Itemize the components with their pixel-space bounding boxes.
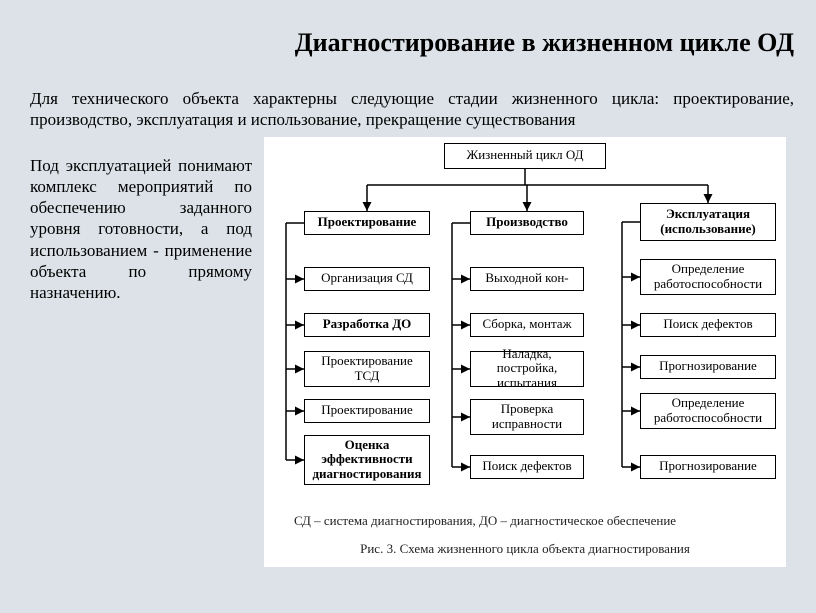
lifecycle-diagram: СД – система диагностирования, ДО – диаг… [264,137,786,567]
diagram-node-d1: Определение работоспособности [640,259,776,295]
diagram-node-root: Жизненный цикл ОД [444,143,606,169]
diagram-node-a4: Проектирование [304,399,430,423]
diagram-node-c2: Производство [470,211,584,235]
content-row: Под эксплуатацией понимают комплекс меро… [0,131,816,567]
diagram-node-a2: Разработка ДО [304,313,430,337]
diagram-node-d4: Определение работоспособности [640,393,776,429]
side-paragraph: Под эксплуатацией понимают комплекс меро… [30,137,264,567]
page-title: Диагностирование в жизненном цикле ОД [0,0,816,58]
diagram-node-a3: Проектирование ТСД [304,351,430,387]
diagram-node-b1: Выходной кон- [470,267,584,291]
diagram-node-d3: Прогнозирование [640,355,776,379]
diagram-node-c3: Эксплуатация (использование) [640,203,776,241]
diagram-node-a1: Организация СД [304,267,430,291]
diagram-node-b2: Сборка, монтаж [470,313,584,337]
diagram-legend: СД – система диагностирования, ДО – диаг… [294,513,676,529]
diagram-caption: Рис. 3. Схема жизненного цикла объекта д… [264,541,786,557]
diagram-node-a5: Оценка эффективности диагностирования [304,435,430,485]
diagram-node-b3: Наладка, постройка, испытания [470,351,584,387]
diagram-node-b4: Проверка исправности [470,399,584,435]
intro-paragraph: Для технического объекта характерны след… [0,58,816,131]
diagram-node-d5: Прогнозирование [640,455,776,479]
diagram-node-c1: Проектирование [304,211,430,235]
diagram-node-d2: Поиск дефектов [640,313,776,337]
diagram-node-b5: Поиск дефектов [470,455,584,479]
